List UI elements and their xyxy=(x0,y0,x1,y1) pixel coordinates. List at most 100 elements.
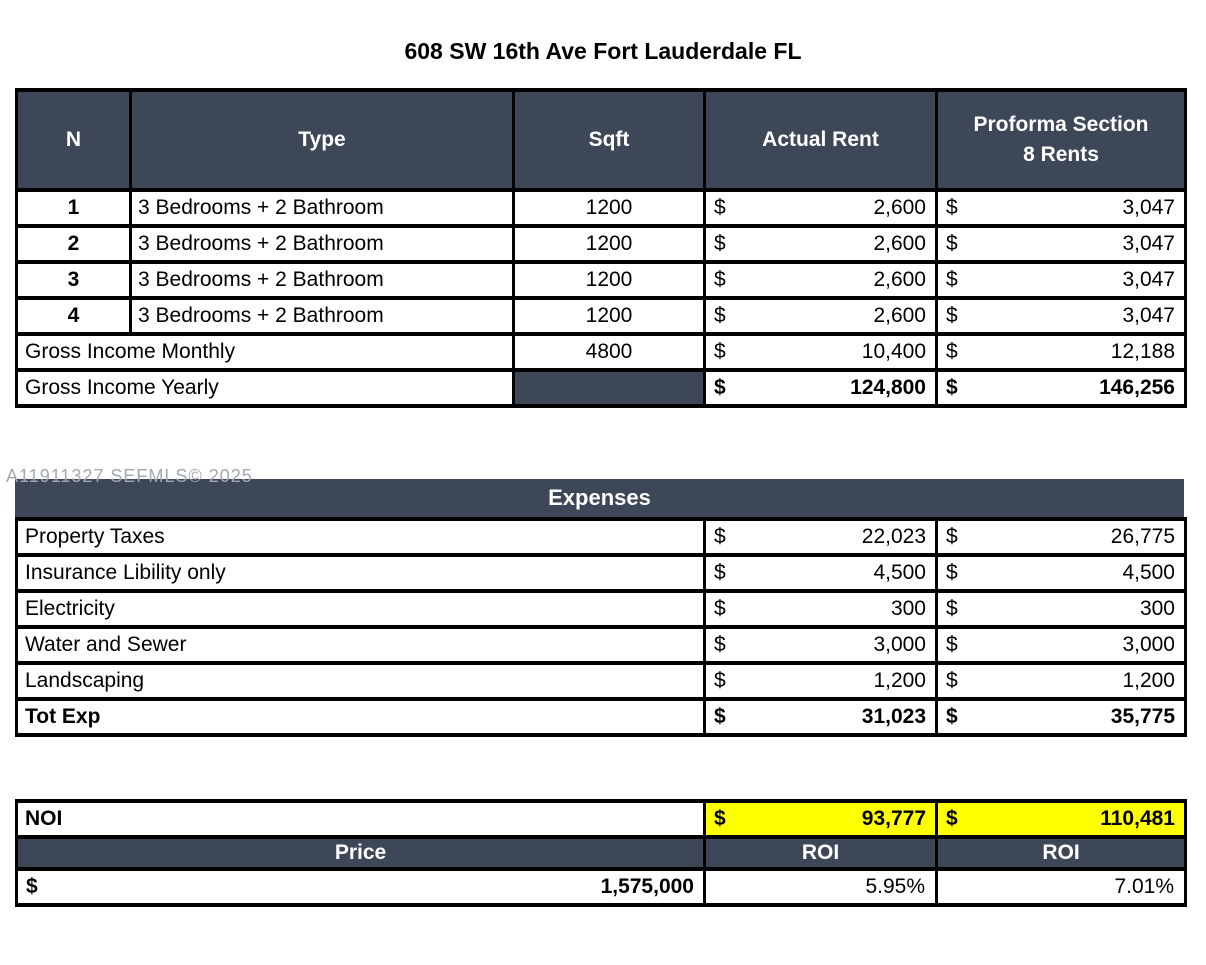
expense-proforma: $4,500 xyxy=(935,553,1187,593)
dollar-sign: $ xyxy=(946,633,958,656)
unit-proforma-rent: $3,047 xyxy=(935,188,1187,228)
expense-actual: $300 xyxy=(703,589,938,629)
price-header: Price xyxy=(15,835,706,871)
expense-total-actual: $31,023 xyxy=(703,697,938,737)
amount: 3,000 xyxy=(1122,633,1175,656)
expense-actual: $1,200 xyxy=(703,661,938,701)
gross-income-monthly-row: Gross Income Monthly 4800 $10,400 $12,18… xyxy=(15,332,1187,372)
dollar-sign: $ xyxy=(714,597,726,620)
gross-income-yearly-label: Gross Income Yearly xyxy=(15,368,515,408)
dollar-sign: $ xyxy=(714,232,726,255)
expenses-section-header: Expenses xyxy=(15,479,1184,517)
dollar-sign: $ xyxy=(714,268,726,291)
unit-row-1: 1 3 Bedrooms + 2 Bathroom 1200 $2,600 $3… xyxy=(15,188,1187,228)
col-header-type: Type xyxy=(129,88,515,192)
amount: 124,800 xyxy=(850,376,926,399)
dollar-sign: $ xyxy=(946,268,958,291)
unit-proforma-rent: $3,047 xyxy=(935,260,1187,300)
expense-row-landscaping: Landscaping $1,200 $1,200 xyxy=(15,661,1187,701)
noi-row: NOI $93,777 $110,481 xyxy=(15,799,1187,839)
unit-number: 1 xyxy=(15,188,132,228)
unit-type: 3 Bedrooms + 2 Bathroom xyxy=(129,296,515,336)
summary-table: NOI $93,777 $110,481 Price ROI ROI $1,57… xyxy=(15,799,1187,907)
unit-number: 2 xyxy=(15,224,132,264)
dollar-sign: $ xyxy=(946,669,958,692)
expenses-table: Property Taxes $22,023 $26,775 Insurance… xyxy=(15,517,1187,737)
expense-total-proforma: $35,775 xyxy=(935,697,1187,737)
unit-row-2: 2 3 Bedrooms + 2 Bathroom 1200 $2,600 $3… xyxy=(15,224,1187,264)
amount: 1,575,000 xyxy=(600,875,694,898)
mls-watermark: A11911327 SEFMLS© 2025 xyxy=(6,466,253,486)
amount: 2,600 xyxy=(873,268,926,291)
expense-row-property-taxes: Property Taxes $22,023 $26,775 xyxy=(15,517,1187,557)
dollar-sign: $ xyxy=(946,232,958,255)
expense-proforma: $300 xyxy=(935,589,1187,629)
gross-yearly-proforma: $146,256 xyxy=(935,368,1187,408)
expenses-section-title: Expenses xyxy=(548,485,651,510)
unit-actual-rent: $2,600 xyxy=(703,260,938,300)
dollar-sign: $ xyxy=(714,633,726,656)
unit-type: 3 Bedrooms + 2 Bathroom xyxy=(129,188,515,228)
expense-label: Landscaping xyxy=(15,661,706,701)
amount: 3,047 xyxy=(1122,196,1175,219)
expense-total-row: Tot Exp $31,023 $35,775 xyxy=(15,697,1187,737)
noi-proforma: $110,481 xyxy=(935,799,1187,839)
expense-label: Insurance Libility only xyxy=(15,553,706,593)
dollar-sign: $ xyxy=(946,304,958,327)
roi-actual-header: ROI xyxy=(703,835,938,871)
unit-sqft: 1200 xyxy=(512,224,706,264)
rent-table-header-row: N Type Sqft Actual Rent Proforma Section… xyxy=(15,88,1187,192)
amount: 146,256 xyxy=(1099,376,1175,399)
dollar-sign: $ xyxy=(946,705,958,728)
expense-proforma: $1,200 xyxy=(935,661,1187,701)
amount: 3,047 xyxy=(1122,268,1175,291)
gross-income-yearly-row: Gross Income Yearly $124,800 $146,256 xyxy=(15,368,1187,408)
col-header-proforma-section8: Proforma Section 8 Rents xyxy=(935,88,1187,192)
expense-proforma: $3,000 xyxy=(935,625,1187,665)
amount: 1,200 xyxy=(1122,669,1175,692)
expense-actual: $22,023 xyxy=(703,517,938,557)
expense-label: Electricity xyxy=(15,589,706,629)
amount: 12,188 xyxy=(1110,340,1175,363)
expense-actual: $4,500 xyxy=(703,553,938,593)
amount: 3,047 xyxy=(1122,304,1175,327)
amount: 35,775 xyxy=(1110,705,1175,728)
dollar-sign: $ xyxy=(946,807,958,830)
rent-table: N Type Sqft Actual Rent Proforma Section… xyxy=(15,88,1187,408)
unit-number: 3 xyxy=(15,260,132,300)
unit-type: 3 Bedrooms + 2 Bathroom xyxy=(129,260,515,300)
amount: 2,600 xyxy=(873,304,926,327)
noi-actual: $93,777 xyxy=(703,799,938,839)
dollar-sign: $ xyxy=(714,376,726,399)
dollar-sign: $ xyxy=(946,376,958,399)
unit-actual-rent: $2,600 xyxy=(703,296,938,336)
amount: 4,500 xyxy=(873,561,926,584)
gross-yearly-actual: $124,800 xyxy=(703,368,938,408)
gross-sqft: 4800 xyxy=(512,332,706,372)
gross-income-monthly-label: Gross Income Monthly xyxy=(15,332,515,372)
amount: 3,047 xyxy=(1122,232,1175,255)
roi-actual-value: 5.95% xyxy=(703,867,938,907)
amount: 1,200 xyxy=(873,669,926,692)
expense-proforma: $26,775 xyxy=(935,517,1187,557)
expense-label: Water and Sewer xyxy=(15,625,706,665)
expense-row-insurance: Insurance Libility only $4,500 $4,500 xyxy=(15,553,1187,593)
price-row: $1,575,000 5.95% 7.01% xyxy=(15,867,1187,907)
amount: 3,000 xyxy=(873,633,926,656)
amount: 31,023 xyxy=(861,705,926,728)
amount: 300 xyxy=(1139,597,1175,620)
dollar-sign: $ xyxy=(714,340,726,363)
dollar-sign: $ xyxy=(946,561,958,584)
gross-monthly-actual: $10,400 xyxy=(703,332,938,372)
expense-row-water-sewer: Water and Sewer $3,000 $3,000 xyxy=(15,625,1187,665)
dollar-sign: $ xyxy=(26,875,38,898)
dollar-sign: $ xyxy=(946,525,958,548)
dollar-sign: $ xyxy=(946,597,958,620)
expense-actual: $3,000 xyxy=(703,625,938,665)
dollar-sign: $ xyxy=(714,807,726,830)
gross-monthly-proforma: $12,188 xyxy=(935,332,1187,372)
unit-type: 3 Bedrooms + 2 Bathroom xyxy=(129,224,515,264)
amount: 110,481 xyxy=(1100,807,1175,830)
unit-sqft: 1200 xyxy=(512,296,706,336)
price-roi-header-row: Price ROI ROI xyxy=(15,835,1187,871)
